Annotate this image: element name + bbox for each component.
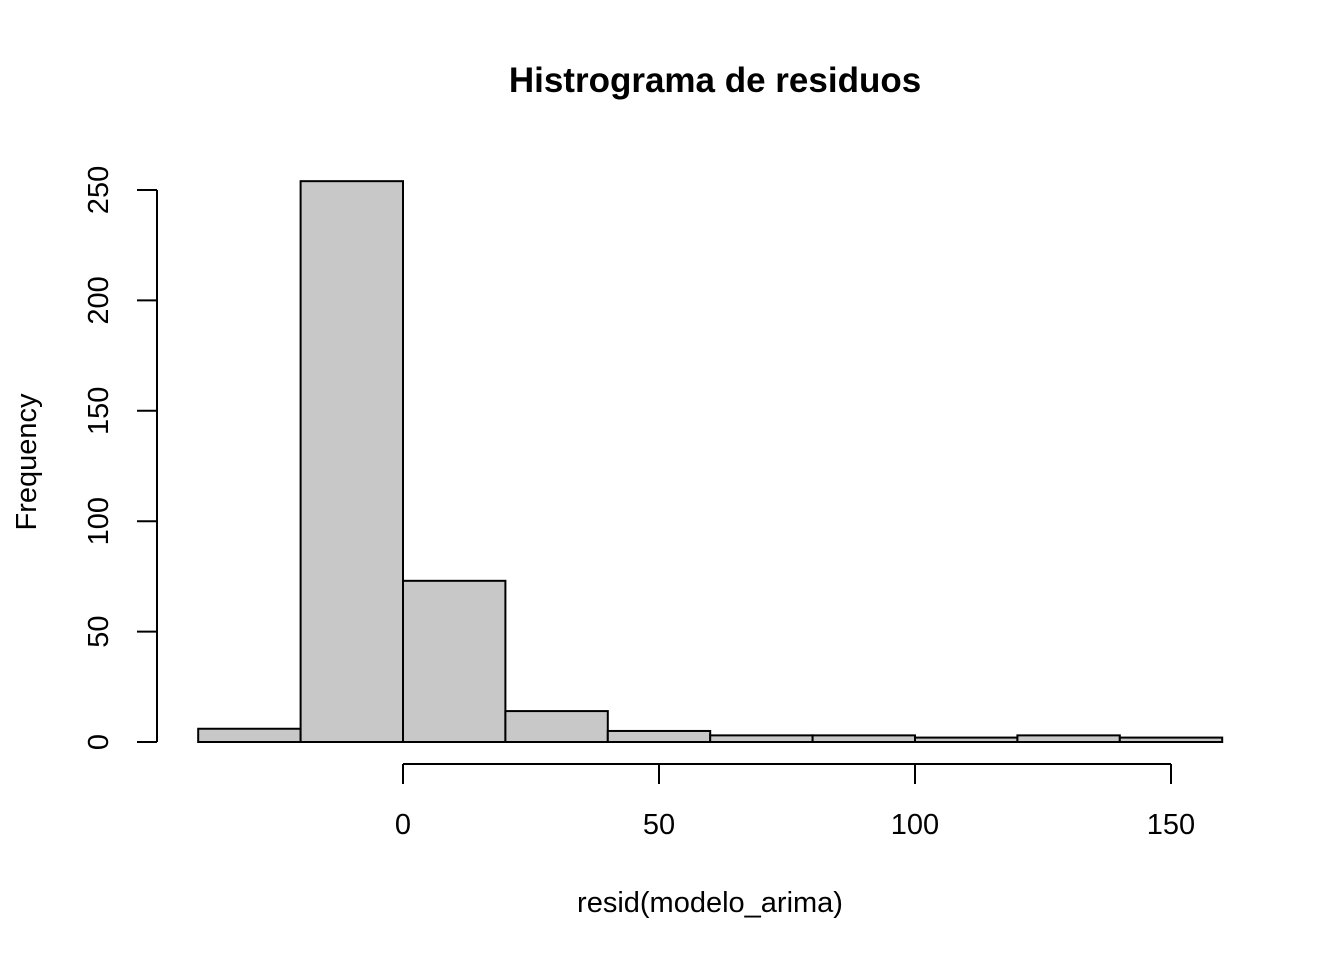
histogram-bar-4 bbox=[606, 729, 712, 744]
histogram-bar-5 bbox=[709, 734, 814, 743]
y-tick-label-3: 150 bbox=[83, 387, 115, 435]
y-axis-label: Frequency bbox=[11, 393, 43, 531]
histogram-bar-3 bbox=[504, 710, 609, 744]
bars-group bbox=[197, 180, 1224, 744]
y-tick-label-4: 200 bbox=[83, 276, 115, 324]
y-tick-label-0: 0 bbox=[83, 734, 115, 750]
x-tick-label-0: 0 bbox=[395, 809, 411, 841]
histogram-bar-9 bbox=[1118, 736, 1224, 743]
y-tick-label-2: 100 bbox=[83, 497, 115, 545]
histogram-bar-7 bbox=[914, 736, 1019, 743]
histogram-bar-8 bbox=[1016, 734, 1121, 743]
histogram-bar-6 bbox=[811, 734, 916, 743]
x-axis: 0 50 100 150 bbox=[395, 763, 1195, 841]
histogram-bar-2 bbox=[402, 579, 507, 743]
y-tick-label-5: 250 bbox=[83, 166, 115, 214]
x-tick-label-2: 100 bbox=[891, 809, 939, 841]
x-tick-label-3: 150 bbox=[1147, 809, 1195, 841]
x-tick-label-1: 50 bbox=[643, 809, 675, 841]
x-axis-label: resid(modelo_arima) bbox=[577, 887, 843, 919]
y-tick-label-1: 50 bbox=[83, 615, 115, 647]
histogram-bar-1 bbox=[299, 180, 405, 743]
histogram-bar-0 bbox=[197, 727, 302, 744]
chart-title: Histrograma de residuos bbox=[509, 61, 921, 100]
y-axis: 0 50 100 150 200 250 bbox=[83, 166, 158, 750]
